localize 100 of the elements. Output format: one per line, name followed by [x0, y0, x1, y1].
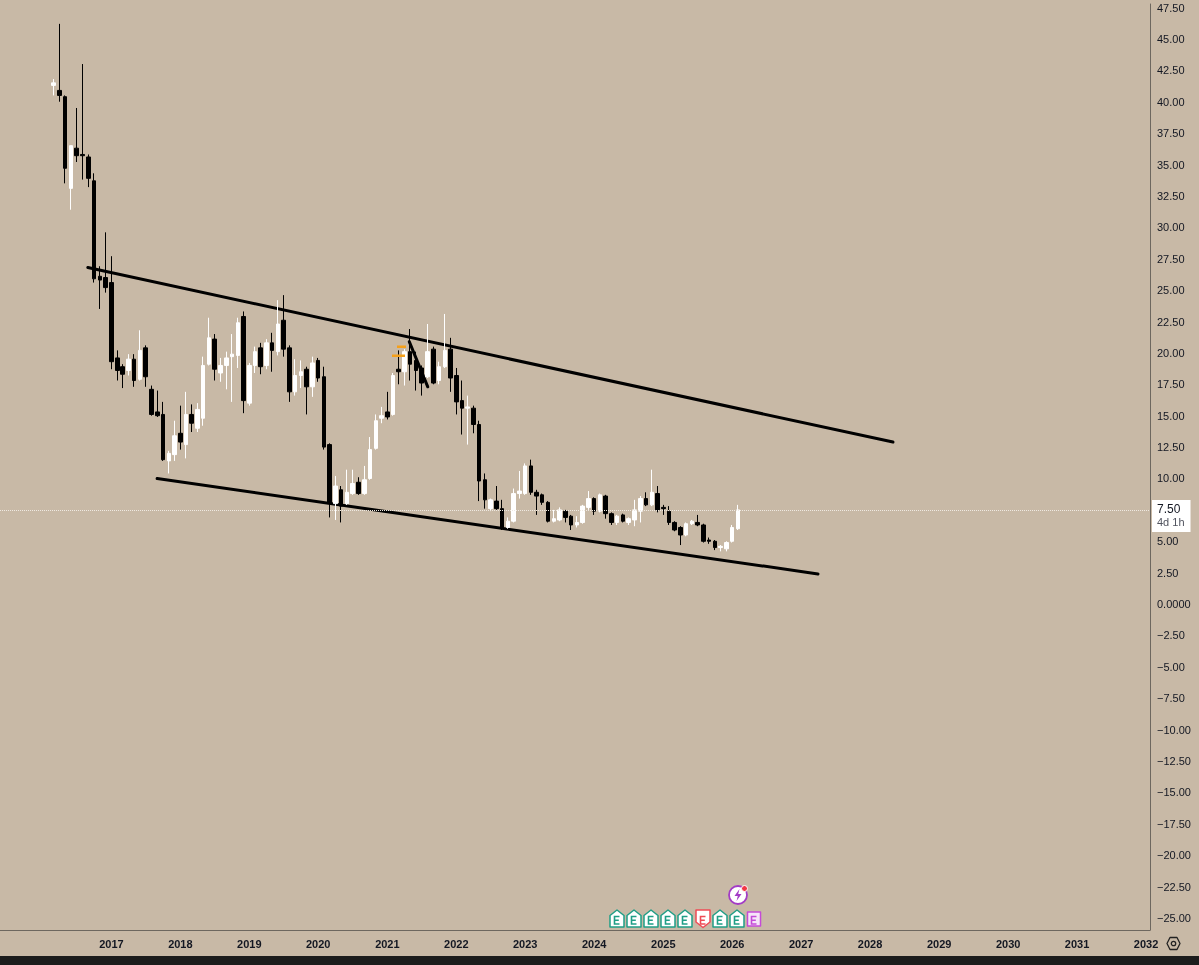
y-tick-label: −25.00 [1157, 912, 1191, 925]
candlestick [437, 361, 441, 385]
candlestick [63, 94, 67, 184]
candlestick [644, 491, 648, 507]
y-tick-label: 32.50 [1157, 189, 1185, 202]
candlestick [69, 145, 73, 211]
candlestick [184, 391, 188, 459]
candlestick [310, 356, 315, 398]
x-tick-label: 2027 [788, 937, 814, 950]
y-tick-label: −15.00 [1157, 786, 1191, 799]
candlestick [333, 475, 338, 521]
y-tick-label: 42.50 [1157, 64, 1185, 77]
ref-line-label: 7.50 [1157, 502, 1181, 517]
candlestick [132, 353, 136, 388]
candlestick [276, 299, 280, 356]
y-tick-label: 30.00 [1157, 221, 1185, 234]
text: 4d 1h [1157, 516, 1185, 529]
candlestick [368, 436, 372, 481]
x-tick-label: 2021 [375, 937, 400, 950]
candlestick [212, 333, 217, 382]
candlestick [126, 353, 131, 377]
x-tick-label: 2028 [857, 937, 883, 950]
candlestick [592, 496, 596, 516]
candlestick [178, 405, 183, 451]
candlestick [258, 342, 263, 375]
x-tick-label: 2031 [1064, 937, 1090, 950]
y-tick-label: −20.00 [1157, 849, 1191, 862]
y-tick-label: −5.00 [1157, 660, 1185, 673]
candlestick [339, 485, 343, 523]
candlestick [391, 372, 395, 417]
candlestick [304, 366, 309, 415]
candlestick [385, 391, 390, 420]
x-tick-label: 2024 [581, 937, 608, 950]
candlestick [299, 359, 303, 389]
candlestick [356, 476, 361, 496]
y-tick-label: 22.50 [1157, 315, 1185, 328]
candlestick [684, 521, 688, 537]
candlestick [293, 358, 297, 397]
candlestick [546, 500, 550, 523]
candlestick [374, 413, 378, 451]
candlestick [402, 348, 407, 387]
y-tick-label: 35.00 [1157, 158, 1185, 171]
candlestick [443, 313, 447, 369]
y-tick-label: 15.00 [1157, 409, 1185, 422]
x-tick-label: 2019 [237, 937, 262, 950]
x-tick-label: 2026 [719, 937, 745, 950]
y-tick-label: 2.50 [1157, 566, 1179, 579]
y-tick-label: 17.50 [1157, 378, 1185, 391]
candlestick [264, 338, 269, 370]
y-tick-label: 40.00 [1157, 95, 1185, 108]
y-tick-label: 45.00 [1157, 32, 1185, 45]
candlestick [51, 78, 56, 96]
x-tick-label: 2023 [512, 937, 538, 950]
y-tick-label: 47.50 [1157, 1, 1185, 14]
candlestick [241, 310, 246, 414]
y-tick-label: −12.50 [1157, 755, 1191, 768]
y-tick-label: 12.50 [1157, 441, 1185, 454]
candlestick [650, 469, 654, 507]
y-tick-label: −22.50 [1157, 880, 1191, 893]
y-tick-label: −2.50 [1157, 629, 1185, 642]
candlestick [86, 153, 91, 188]
x-tick-label: 2020 [306, 937, 331, 950]
x-tick-label: 2017 [99, 937, 124, 950]
y-tick-label: 27.50 [1157, 252, 1185, 265]
y-tick-label: 0.0000 [1157, 598, 1191, 611]
x-tick-label: 2022 [444, 937, 469, 950]
candlestick [730, 524, 734, 544]
candlestick [488, 498, 493, 512]
candlestick [270, 332, 274, 373]
candlestick [138, 329, 142, 382]
candlestick [57, 23, 62, 103]
candlestick [615, 514, 619, 526]
y-tick-label: 25.00 [1157, 284, 1185, 297]
candlestick [483, 472, 487, 510]
candlestick [207, 317, 211, 366]
candlestick [431, 346, 436, 385]
y-tick-label: −17.50 [1157, 817, 1191, 830]
y-tick-label: −10.00 [1157, 723, 1191, 736]
candlestick [143, 344, 148, 388]
candlestick [598, 493, 602, 513]
candlestick [236, 317, 240, 369]
y-tick-label: 20.00 [1157, 346, 1185, 359]
y-tick-label: 37.50 [1157, 127, 1185, 140]
x-tick-label: 2029 [926, 937, 952, 950]
candlestick [362, 465, 367, 496]
y-tick-label: 5.00 [1157, 535, 1179, 548]
candlestick [425, 323, 430, 379]
candlestick [690, 519, 694, 526]
x-tick-label: 2030 [995, 937, 1021, 950]
y-tick-label: 10.00 [1157, 472, 1185, 485]
candlestick [379, 406, 384, 424]
x-tick-label: 2032 [1133, 937, 1159, 950]
candlestick [465, 395, 470, 446]
candlestick [230, 333, 234, 403]
y-tick-label: −7.50 [1157, 692, 1185, 705]
candlestick [621, 513, 625, 523]
candlestick [713, 539, 717, 551]
x-tick-label: 2018 [168, 937, 193, 950]
candlestick [396, 349, 401, 385]
candlestick [189, 403, 194, 433]
